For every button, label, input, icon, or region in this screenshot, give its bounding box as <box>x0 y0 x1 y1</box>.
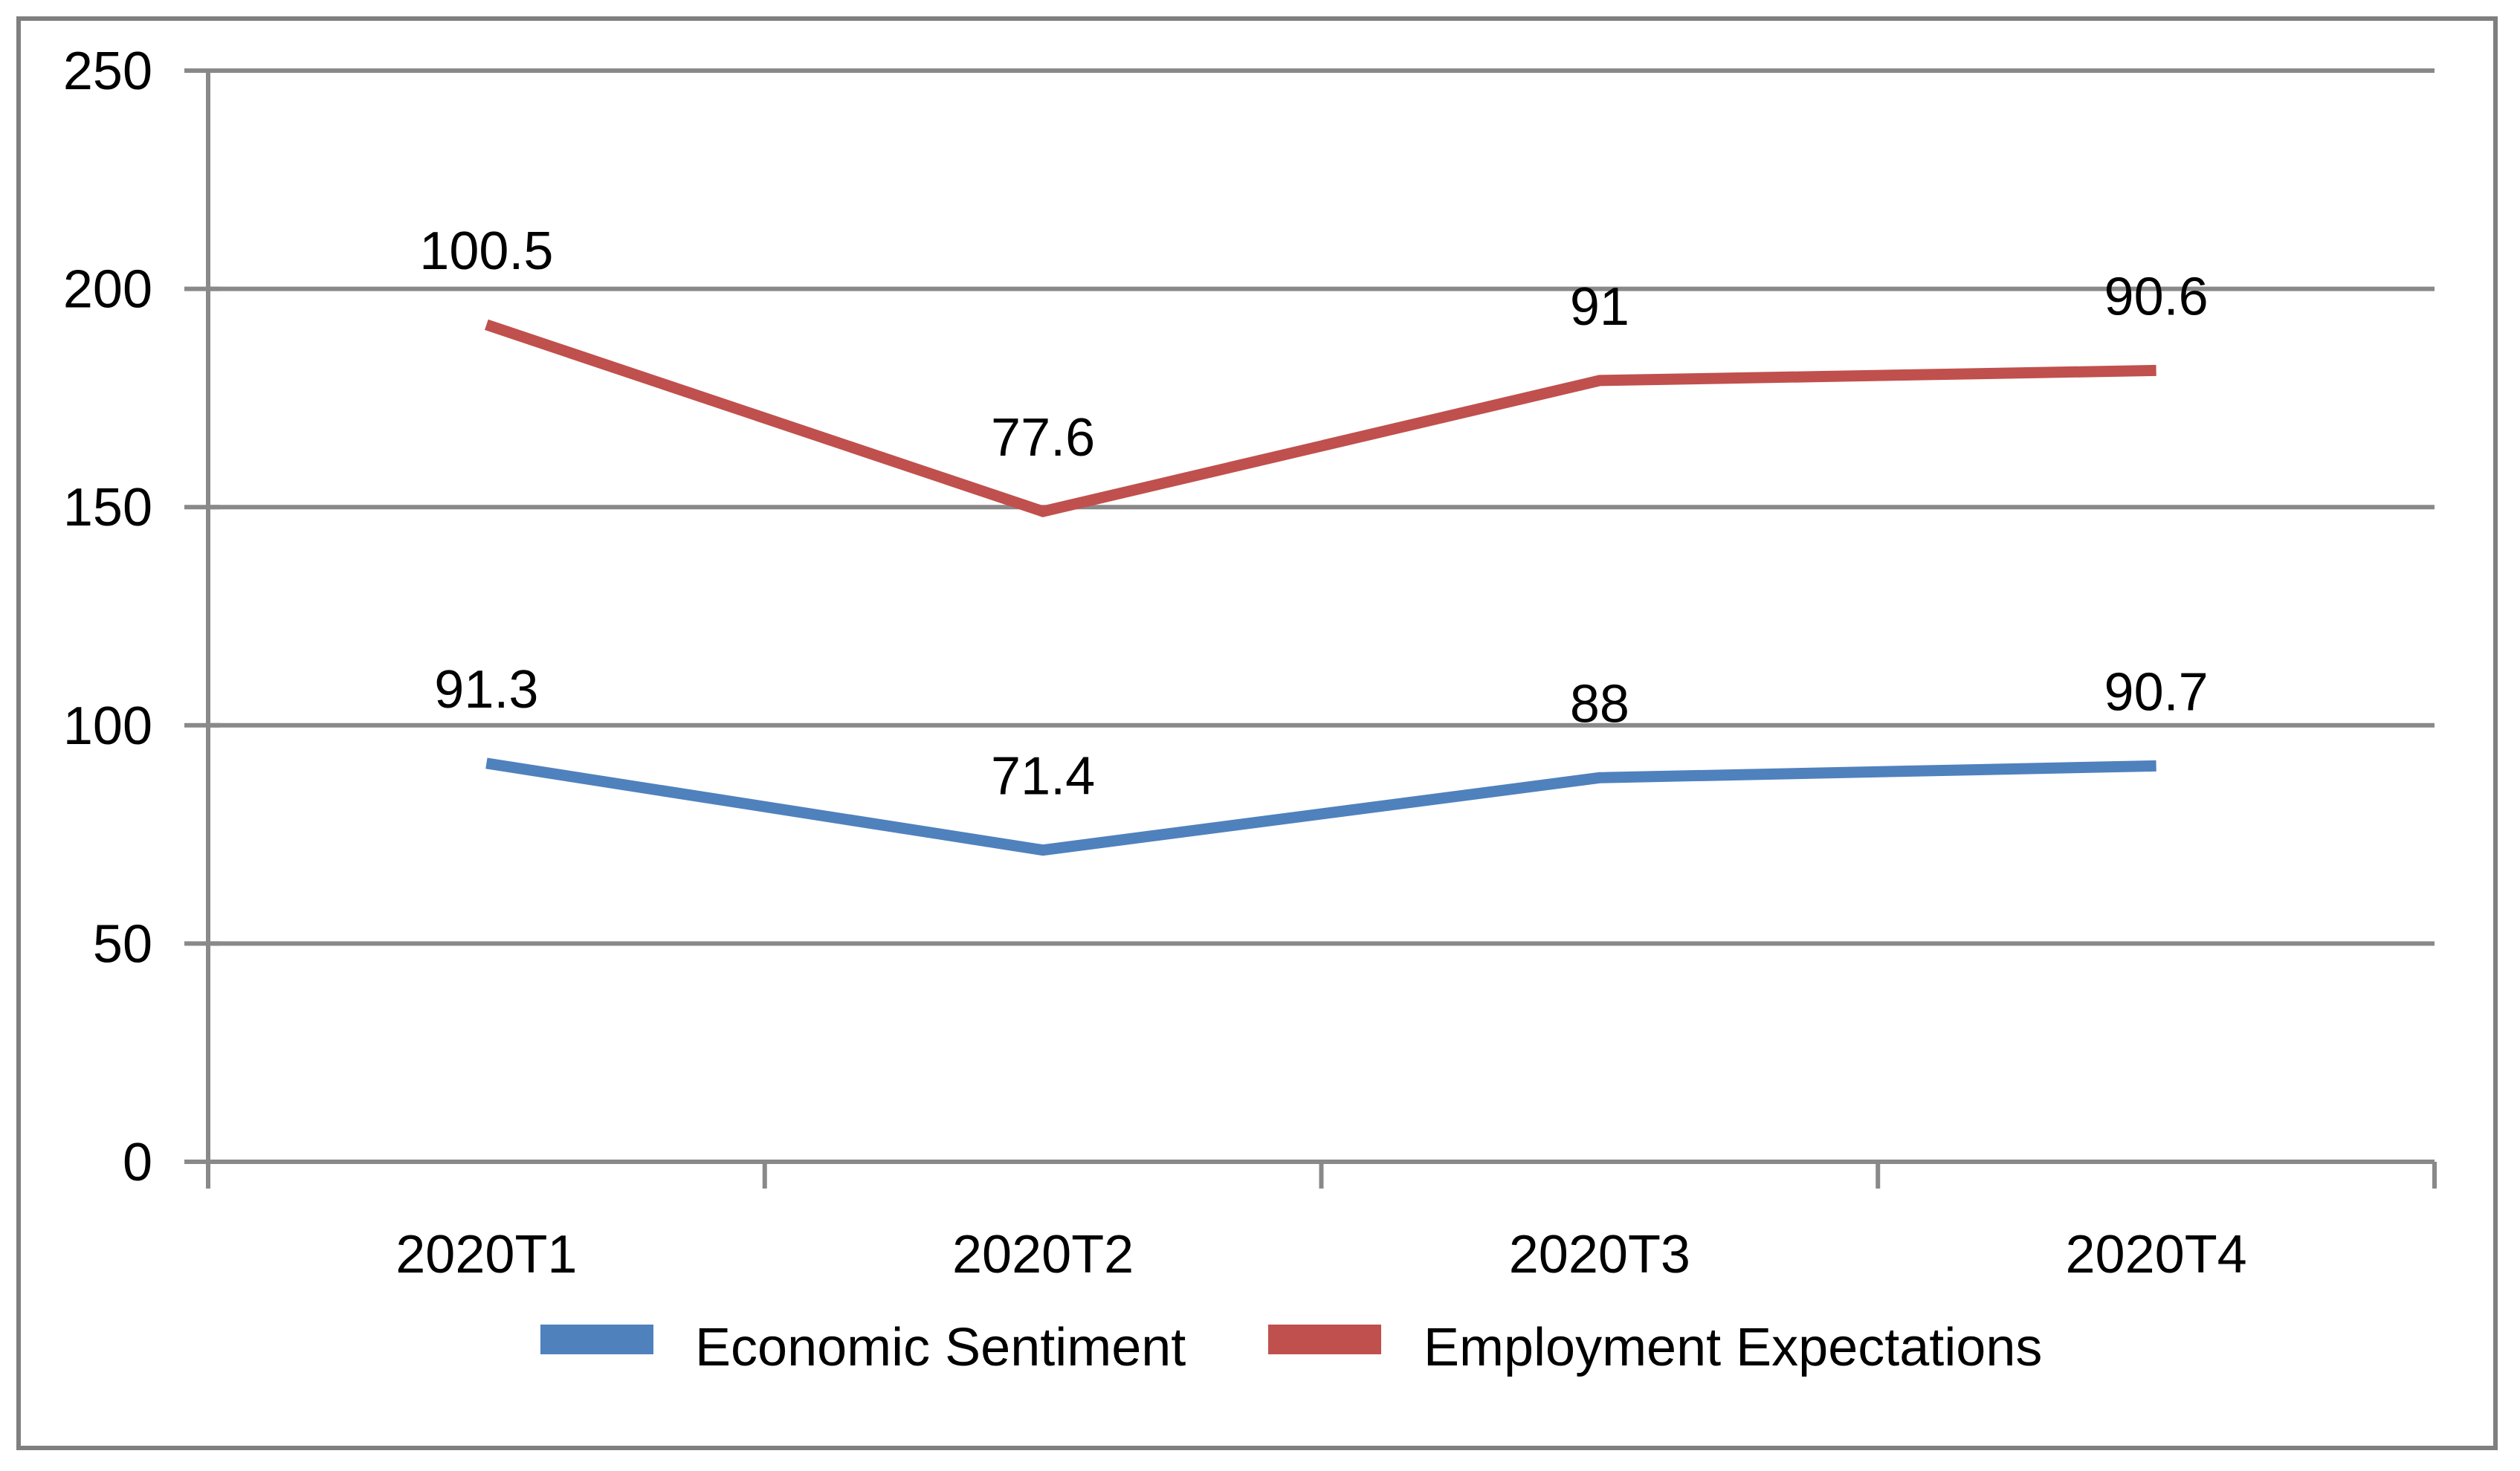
data-label-employment-expectations-2020T1: 100.5 <box>419 222 553 281</box>
data-label-economic-sentiment-2020T2: 71.4 <box>991 747 1095 806</box>
y-axis-label-200: 200 <box>63 260 152 320</box>
y-axis-label-100: 100 <box>63 696 152 756</box>
legend-swatch-economic-sentiment <box>540 1325 653 1354</box>
legend-label-economic-sentiment: Economic Sentiment <box>695 1318 1186 1377</box>
y-axis-label-150: 150 <box>63 478 152 537</box>
data-label-economic-sentiment-2020T4: 90.7 <box>2104 662 2209 722</box>
series-line-economic-sentiment <box>485 757 2156 856</box>
data-label-economic-sentiment-2020T1: 91.3 <box>434 660 538 720</box>
data-label-employment-expectations-2020T4: 90.6 <box>2104 267 2209 326</box>
data-label-employment-expectations-2020T3: 91 <box>1570 277 1629 337</box>
x-axis-label-2020T2: 2020T2 <box>952 1225 1134 1284</box>
data-label-economic-sentiment-2020T3: 88 <box>1570 674 1629 734</box>
legend-swatch-employment-expectations <box>1268 1325 1381 1354</box>
series-line-employment-expectations <box>485 319 2156 517</box>
figure-border <box>16 16 2498 1450</box>
y-axis-label-0: 0 <box>123 1133 152 1192</box>
x-axis-label-2020T1: 2020T1 <box>395 1225 577 1284</box>
y-axis-label-50: 50 <box>93 914 152 974</box>
x-axis-label-2020T4: 2020T4 <box>2066 1225 2247 1284</box>
x-axis-label-2020T3: 2020T3 <box>1509 1225 1690 1284</box>
data-label-employment-expectations-2020T2: 77.6 <box>991 408 1095 468</box>
legend-label-employment-expectations: Employment Expectations <box>1424 1318 2042 1377</box>
y-axis-label-250: 250 <box>63 42 152 101</box>
